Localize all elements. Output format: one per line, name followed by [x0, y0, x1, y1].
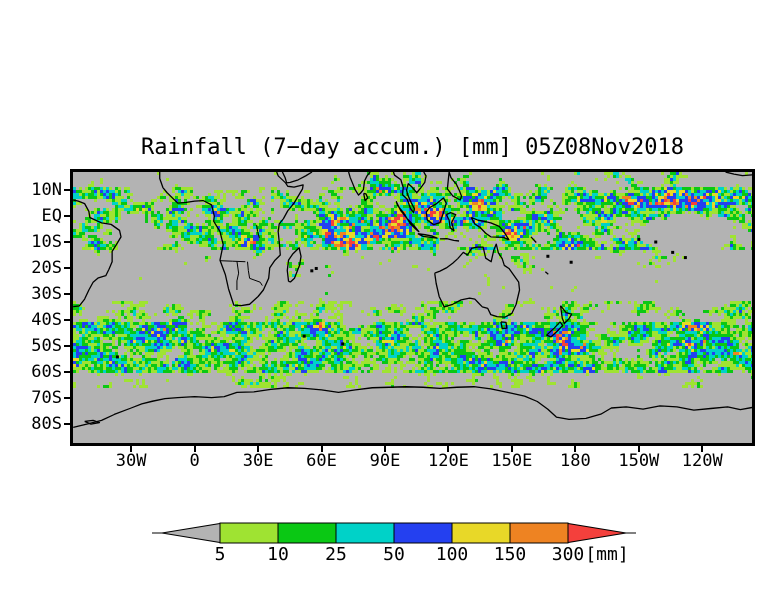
- lon-tick-label: 150W: [618, 451, 660, 471]
- lon-tick-label: 120W: [681, 451, 723, 471]
- lat-tick: [64, 292, 70, 295]
- legend-level-label: 25: [325, 544, 347, 565]
- lon-tick: [193, 446, 196, 452]
- legend-color-segment: [451, 522, 511, 544]
- lat-tick-label: 40S: [31, 309, 62, 330]
- lat-tick-label: 60S: [31, 361, 62, 382]
- lon-tick: [637, 446, 640, 452]
- lat-tick-label: 70S: [31, 387, 62, 408]
- lat-tick-label: 20S: [31, 257, 62, 278]
- legend-level-label: 150: [494, 544, 527, 565]
- lat-tick: [64, 318, 70, 321]
- lat-tick: [64, 396, 70, 399]
- lat-tick: [64, 344, 70, 347]
- legend-level-label: 10: [267, 544, 289, 565]
- legend-color-segment: [393, 522, 453, 544]
- lon-tick-label: 30W: [115, 451, 147, 471]
- legend-color-segment: [277, 522, 337, 544]
- lon-tick: [384, 446, 386, 452]
- lon-tick: [447, 446, 450, 452]
- legend-unit-label: [mm]: [585, 544, 628, 565]
- lat-tick-label: EQ: [41, 206, 62, 227]
- lon-tick-label: 180: [560, 451, 591, 471]
- lat-tick-label: 10N: [31, 180, 62, 201]
- legend-color-segment: [335, 522, 395, 544]
- chart-title: Rainfall (7−day accum.) [mm] 05Z08Nov201…: [140, 135, 685, 160]
- legend-level-label: 5: [215, 544, 226, 565]
- lat-tick: [64, 370, 70, 373]
- lat-tick-label: 80S: [31, 413, 62, 434]
- lon-tick: [320, 446, 323, 452]
- lat-tick: [64, 266, 70, 269]
- legend-under-arrow: [161, 522, 221, 544]
- lon-tick-label: 30E: [242, 451, 274, 471]
- lon-tick: [130, 446, 133, 452]
- lon-tick: [574, 446, 577, 452]
- lon-tick: [257, 446, 260, 452]
- legend-level-label: 100: [436, 544, 469, 565]
- lat-tick: [64, 189, 70, 192]
- lat-tick: [64, 422, 70, 425]
- lat-tick-label: 50S: [31, 335, 62, 356]
- colorbar-legend: 5 10 25 50 100 150 300 [mm]: [152, 522, 636, 565]
- lat-tick: [64, 215, 70, 218]
- lon-tick: [701, 446, 704, 452]
- lon-tick-label: 90E: [369, 451, 401, 471]
- rainfall-map-canvas: [73, 172, 752, 443]
- lat-tick-label: 30S: [31, 283, 62, 304]
- lon-tick-label: 150E: [491, 451, 533, 471]
- lat-tick-label: 10S: [31, 232, 62, 253]
- legend-level-label: 300: [552, 544, 585, 565]
- legend-color-segment: [509, 522, 569, 544]
- lon-tick-label: 60E: [306, 451, 337, 471]
- legend-color-segment: [219, 522, 279, 544]
- map-frame: [70, 169, 755, 446]
- legend-over-arrow: [567, 522, 627, 544]
- lon-tick-label: 120E: [427, 451, 469, 471]
- legend-level-label: 50: [383, 544, 405, 565]
- lon-tick-label: 0: [189, 451, 200, 471]
- lat-tick: [64, 241, 70, 244]
- lon-tick: [510, 446, 513, 452]
